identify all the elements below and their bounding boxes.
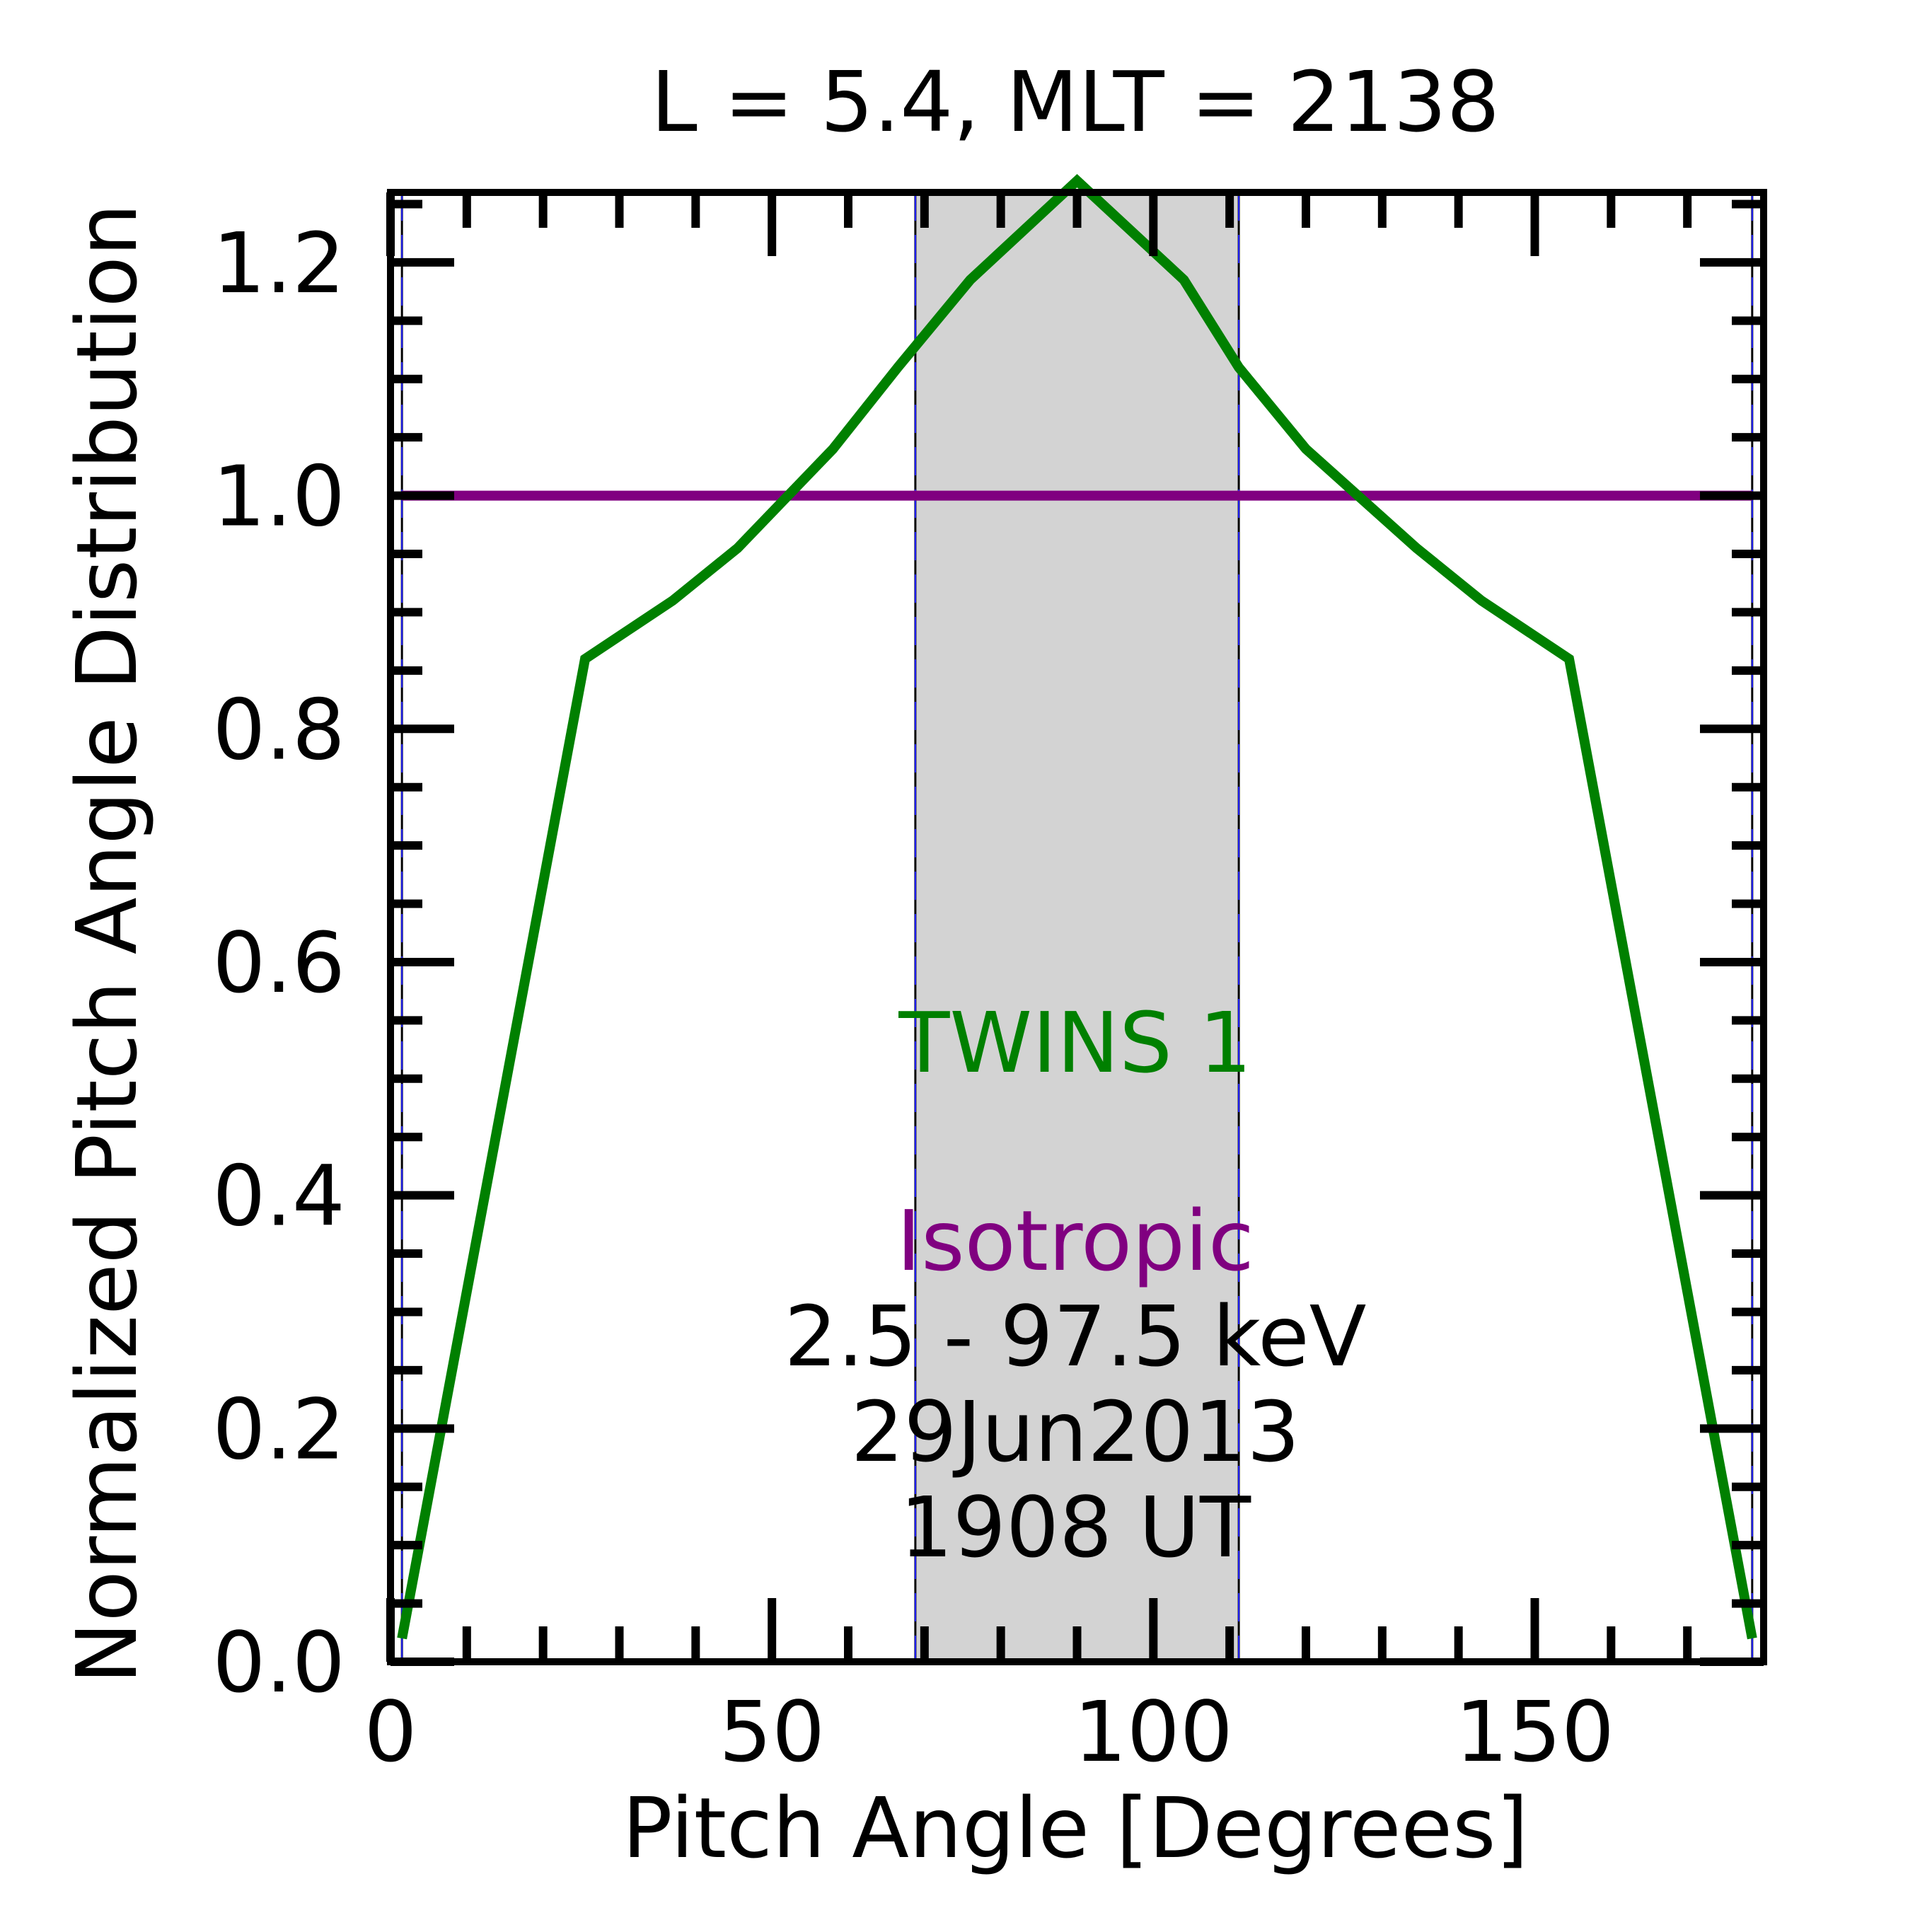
plot-frame [387, 189, 1767, 1665]
x-tick-label: 0 [364, 1683, 417, 1781]
y-tick-label: 0.0 [212, 1614, 345, 1711]
y-tick-label: 0.6 [212, 914, 345, 1012]
plot-area: 0 50 100 150 0.0 0.2 0.4 0.6 0.8 1.0 1.2 [212, 173, 1767, 1781]
y-tick-label: 0.8 [212, 681, 345, 778]
energy-range-label: 2.5 - 97.5 keV [785, 1288, 1367, 1385]
y-tick-label: 1.0 [212, 448, 345, 545]
x-axis-label: Pitch Angle [Degrees] [622, 1779, 1528, 1877]
x-tick-label: 50 [719, 1683, 825, 1781]
legend-twins1: TWINS 1 [898, 994, 1251, 1092]
legend-isotropic: Isotropic [896, 1192, 1254, 1290]
y-axis-label: Normalized Pitch Angle Distribution [58, 203, 156, 1684]
shaded-band [915, 192, 1239, 1662]
series-line-twins-1 [397, 173, 1757, 1640]
y-tick-label: 0.4 [212, 1147, 345, 1245]
date-label: 29Jun2013 [851, 1383, 1300, 1481]
x-tick-label: 100 [1074, 1683, 1233, 1781]
time-label: 1908 UT [900, 1479, 1251, 1576]
x-tick-label: 150 [1455, 1683, 1614, 1781]
chart-title: L = 5.4, MLT = 2138 [651, 53, 1500, 151]
y-tick-label: 1.2 [212, 214, 345, 312]
y-tick-label: 0.2 [212, 1380, 345, 1478]
